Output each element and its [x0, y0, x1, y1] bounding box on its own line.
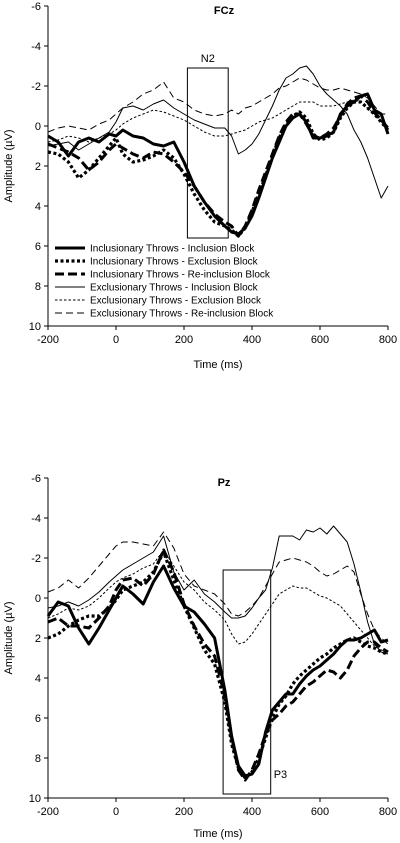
legend-entry: Inclusionary Throws - Inclusion Block	[90, 244, 255, 255]
y-tick-label: 8	[35, 281, 41, 293]
y-tick-label: -4	[31, 41, 41, 53]
x-tick-label: -200	[37, 806, 59, 818]
chart-panel-fcz: FCz -6 -4 -2 0 2 4 6 8 10-200 0 200 400 600 800 Time (m…	[3, 1, 397, 371]
x-axis-label: Time (ms)	[193, 828, 242, 840]
legend-entry: Exclusionary Throws - Exclusion Block	[90, 296, 262, 307]
y-tick-label: -2	[31, 81, 41, 93]
y-tick-label: 6	[35, 241, 41, 253]
y-tick-label: 10	[29, 793, 41, 805]
x-tick-label: -200	[37, 334, 59, 346]
series-line-5	[47, 531, 389, 645]
y-tick-label: 2	[35, 633, 41, 645]
x-tick-label: 0	[113, 806, 119, 818]
series-line-2	[47, 94, 390, 238]
y-axis-label: Amplitude (µV)	[3, 130, 15, 203]
roi-box	[186, 67, 229, 239]
y-tick-label: -2	[31, 553, 41, 565]
x-tick-label: 800	[379, 806, 397, 818]
x-tick-label: 800	[379, 334, 397, 346]
legend-entry: Inclusionary Throws - Re-inclusion Block	[90, 270, 271, 281]
chart-title: FCz	[214, 5, 235, 17]
legend-entry: Exclusionary Throws - Re-inclusion Block	[90, 309, 274, 320]
x-tick-label: 200	[175, 334, 193, 346]
series-line-2	[47, 548, 389, 782]
series-line-4	[47, 99, 389, 143]
y-tick-label: 0	[35, 593, 41, 605]
y-tick-label: -6	[31, 473, 41, 485]
chart-panel-pz: Pz -6 -4 -2 0 2 4 6 8 10-200 0 200 400 600 800 Time (ms…	[3, 473, 397, 840]
x-tick-label: 600	[311, 334, 329, 346]
y-tick-label: -4	[31, 513, 41, 525]
chart-title: Pz	[218, 477, 231, 489]
x-tick-label: 200	[175, 806, 193, 818]
roi-box	[222, 569, 272, 795]
series-line-3	[47, 525, 389, 655]
y-tick-label: 8	[35, 753, 41, 765]
y-tick-label: 2	[35, 161, 41, 173]
y-tick-label: 6	[35, 713, 41, 725]
y-tick-label: 10	[29, 321, 41, 333]
legend-entry: Exclusionary Throws - Inclusion Block	[90, 283, 259, 294]
series-line-3	[47, 65, 389, 199]
y-tick-label: 4	[35, 201, 41, 213]
y-tick-label: 4	[35, 673, 41, 685]
roi-label: N2	[201, 53, 215, 65]
x-tick-label: 0	[113, 334, 119, 346]
y-axis-label: Amplitude (µV)	[3, 602, 15, 675]
x-tick-label: 400	[243, 334, 261, 346]
x-tick-label: 600	[311, 806, 329, 818]
x-tick-label: 400	[243, 806, 261, 818]
roi-label: P3	[274, 769, 287, 781]
series-line-1	[47, 550, 389, 780]
y-tick-label: 0	[35, 121, 41, 133]
x-axis-label: Time (ms)	[193, 359, 242, 371]
y-tick-label: -6	[31, 1, 41, 13]
legend-entry: Inclusionary Throws - Exclusion Block	[90, 257, 259, 268]
series-line-5	[47, 77, 388, 133]
